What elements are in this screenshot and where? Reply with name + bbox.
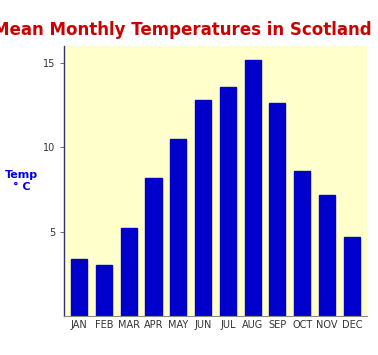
Bar (270, 104, 285, 316)
Bar (220, 87, 236, 316)
Bar (294, 171, 310, 316)
Bar (96, 266, 112, 316)
Bar (195, 100, 211, 316)
Bar (344, 237, 360, 316)
Bar (319, 195, 335, 316)
Bar (121, 228, 137, 316)
Bar (71, 258, 87, 316)
Text: Temp
° C: Temp ° C (5, 170, 39, 192)
Bar (245, 60, 261, 316)
Title: Mean Monthly Temperatures in Scotland (2004): Mean Monthly Temperatures in Scotland (2… (0, 21, 378, 39)
Bar (170, 139, 186, 316)
Bar (146, 178, 161, 316)
